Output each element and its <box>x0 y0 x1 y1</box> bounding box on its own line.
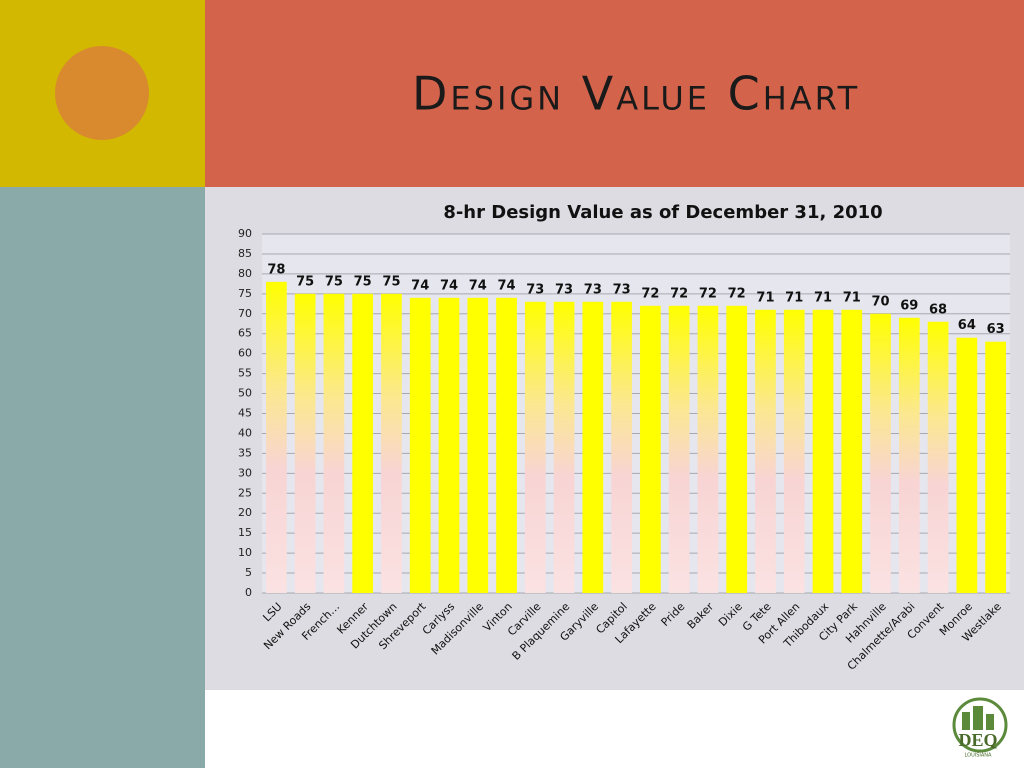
bar <box>985 341 1006 593</box>
logo-text: DEQ <box>958 730 997 750</box>
value-label: 68 <box>929 302 947 317</box>
y-tick-label: 0 <box>245 586 252 599</box>
value-label: 75 <box>325 274 343 289</box>
bar <box>553 301 575 593</box>
bar <box>726 305 748 593</box>
value-label: 72 <box>699 286 717 301</box>
bar <box>524 301 546 593</box>
value-label: 74 <box>411 278 429 293</box>
value-label: 71 <box>843 290 861 305</box>
y-tick-label: 75 <box>238 287 252 300</box>
value-label: 72 <box>728 286 746 301</box>
bar <box>467 297 489 593</box>
y-tick-label: 50 <box>238 387 252 400</box>
value-label: 73 <box>584 282 602 297</box>
bar <box>266 281 287 593</box>
value-label: 74 <box>440 278 458 293</box>
bar <box>898 317 920 593</box>
value-label: 75 <box>382 274 400 289</box>
y-tick-label: 10 <box>238 546 252 559</box>
circle-decoration <box>55 46 149 140</box>
y-tick-label: 85 <box>238 247 252 260</box>
y-tick-label: 70 <box>238 307 252 320</box>
value-label: 71 <box>756 290 774 305</box>
y-tick-label: 5 <box>245 566 252 579</box>
bar <box>496 297 517 593</box>
bar <box>927 321 949 593</box>
logo-ring <box>952 697 1008 753</box>
value-label: 64 <box>958 318 976 333</box>
logo-building <box>962 712 970 730</box>
y-tick-label: 30 <box>238 466 252 479</box>
bar <box>755 309 776 593</box>
y-tick-label: 35 <box>238 446 252 459</box>
value-label: 72 <box>670 286 688 301</box>
value-label: 74 <box>497 278 515 293</box>
value-label: 70 <box>871 294 889 309</box>
y-tick-label: 20 <box>238 506 252 519</box>
value-label: 72 <box>641 286 659 301</box>
y-tick-label: 40 <box>238 426 252 439</box>
y-tick-label: 25 <box>238 486 252 499</box>
y-tick-label: 45 <box>238 407 252 420</box>
value-label: 73 <box>613 282 631 297</box>
logo-building <box>973 706 983 730</box>
y-tick-label: 65 <box>238 327 252 340</box>
bar <box>956 337 978 593</box>
bar <box>409 297 431 593</box>
bar <box>697 305 719 593</box>
y-tick-label: 60 <box>238 347 252 360</box>
y-tick-label: 80 <box>238 267 252 280</box>
value-label: 73 <box>526 282 544 297</box>
bar <box>783 309 805 593</box>
title-band <box>205 0 1024 187</box>
bar <box>381 293 402 593</box>
value-label: 69 <box>900 298 918 313</box>
bar <box>812 309 834 593</box>
side-band <box>0 187 205 768</box>
logo: DEQ LOUISIANA <box>952 697 1008 759</box>
logo-subtext: LOUISIANA <box>965 753 992 759</box>
bar <box>294 293 316 593</box>
chart-title: 8-hr Design Value as of December 31, 201… <box>443 202 882 223</box>
value-label: 71 <box>814 290 832 305</box>
value-label: 63 <box>987 322 1005 337</box>
value-label: 78 <box>267 262 285 277</box>
bar <box>640 305 661 593</box>
bar <box>582 301 604 593</box>
slide-title: Design Value Chart <box>412 67 860 121</box>
y-tick-label: 55 <box>238 367 252 380</box>
value-label: 74 <box>469 278 487 293</box>
bar <box>611 301 632 593</box>
bar <box>352 293 374 593</box>
y-tick-label: 90 <box>238 227 252 240</box>
value-label: 73 <box>555 282 573 297</box>
value-label: 75 <box>354 274 372 289</box>
bar <box>438 297 460 593</box>
bar <box>841 309 863 593</box>
y-tick-label: 15 <box>238 526 252 539</box>
bar <box>870 313 891 593</box>
value-label: 75 <box>296 274 314 289</box>
bar <box>323 293 345 593</box>
logo-building <box>986 714 994 730</box>
bar <box>668 305 690 593</box>
value-label: 71 <box>785 290 803 305</box>
